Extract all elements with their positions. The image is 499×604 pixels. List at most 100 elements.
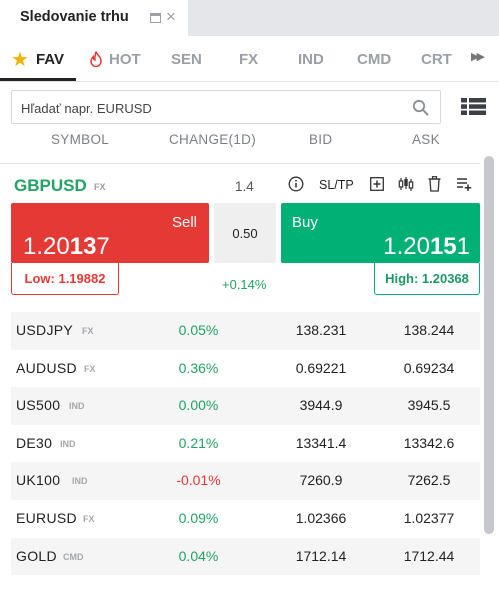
- row-symbol: GOLD: [16, 547, 57, 564]
- row-symbol: US500: [16, 397, 61, 414]
- sell-price: 1.20137: [23, 233, 110, 261]
- tab-cmd[interactable]: CMD: [357, 36, 391, 82]
- spread-box: 0.50: [214, 203, 276, 263]
- add-to-list-icon[interactable]: [456, 175, 472, 193]
- row-change: 0.21%: [178, 434, 219, 451]
- tab-fx[interactable]: FX: [239, 36, 258, 82]
- table-row[interactable]: EURUSD FX 0.09% 1.02366 1.02377: [11, 500, 480, 538]
- row-bid: 1712.14: [295, 547, 347, 564]
- high-price-label: High: 1.20368: [374, 263, 480, 295]
- row-type: FX: [82, 326, 94, 336]
- star-icon: ★: [11, 48, 29, 71]
- table-row[interactable]: AUDUSD FX 0.36% 0.69221 0.69234: [11, 350, 480, 388]
- tab-ind[interactable]: IND: [298, 36, 324, 82]
- window-tab-title: Sledovanie trhu: [20, 9, 129, 25]
- search-box: [11, 90, 441, 124]
- active-tab-indicator: [0, 78, 76, 81]
- row-symbol: EURUSD: [16, 509, 77, 526]
- row-symbol: USDJPY: [16, 322, 74, 338]
- tab-crt-label: CRT: [421, 50, 452, 68]
- fire-icon: [90, 51, 102, 67]
- chevron-right-icon[interactable]: ▶▶: [471, 51, 485, 63]
- row-type: IND: [72, 476, 88, 487]
- row-bid: 138.231: [295, 322, 347, 338]
- sltp-button[interactable]: SL/TP: [319, 178, 354, 192]
- sell-price-big: 13: [69, 233, 97, 260]
- scrollbar-thumb[interactable]: [484, 156, 494, 534]
- row-type: FX: [83, 513, 95, 524]
- tab-sen[interactable]: SEN: [171, 36, 202, 82]
- row-symbol: AUDUSD: [16, 359, 77, 376]
- list-view-icon[interactable]: [461, 98, 486, 115]
- table-row[interactable]: US500 IND 0.00% 3944.9 3945.5: [11, 387, 480, 425]
- tab-ind-label: IND: [298, 50, 324, 68]
- table-row[interactable]: USDJPY FX 0.05% 138.231 138.244: [11, 312, 480, 350]
- buy-price: 1.20151: [383, 233, 470, 261]
- row-bid: 13341.4: [295, 434, 347, 451]
- restore-icon[interactable]: [150, 13, 161, 23]
- selected-instrument-card: GBPUSD FX 1.4 SL/TP Sell 1.20137 0.50 Bu…: [0, 163, 480, 305]
- tab-cmd-label: CMD: [357, 50, 392, 68]
- row-ask: 3945.5: [407, 397, 451, 414]
- instrument-list: USDJPY FX 0.05% 138.231 138.244 AUDUSD F…: [11, 312, 480, 576]
- row-change: 0.04%: [178, 547, 219, 564]
- add-order-icon[interactable]: [370, 175, 384, 193]
- close-icon[interactable]: ×: [166, 7, 176, 26]
- buy-label: Buy: [292, 214, 318, 231]
- selected-symbol[interactable]: GBPUSD: [14, 176, 87, 195]
- trash-icon[interactable]: [428, 175, 441, 193]
- tab-fav[interactable]: ★ FAV: [11, 36, 64, 82]
- sell-price-post: 7: [96, 233, 110, 260]
- table-row[interactable]: GOLD CMD 0.04% 1712.14 1712.44: [11, 537, 480, 576]
- row-ask: 7262.5: [407, 472, 451, 489]
- sell-label: Sell: [171, 214, 197, 231]
- selected-spread: 1.4: [235, 179, 254, 194]
- window-tab[interactable]: Sledovanie trhu ×: [0, 0, 188, 36]
- row-ask: 13342.6: [403, 434, 455, 451]
- row-change: 0.09%: [178, 509, 219, 526]
- tab-fav-label: FAV: [35, 50, 64, 68]
- tab-crt[interactable]: CRT: [421, 36, 452, 82]
- selected-symbol-type: FX: [94, 182, 106, 192]
- category-tabs: ★ FAV HOT SEN FX IND CMD CRT: [0, 36, 499, 82]
- buy-price-pre: 1.20: [383, 233, 430, 260]
- table-row[interactable]: DE30 IND 0.21% 13341.4 13342.6: [11, 425, 480, 463]
- row-bid: 1.02366: [295, 509, 347, 526]
- column-header-symbol[interactable]: SYMBOL: [51, 132, 110, 147]
- info-icon[interactable]: [288, 175, 304, 193]
- row-ask: 138.244: [403, 322, 455, 338]
- row-change: 0.36%: [178, 359, 219, 376]
- row-type: FX: [84, 363, 96, 374]
- row-type: CMD: [63, 551, 84, 562]
- row-symbol: DE30: [16, 434, 53, 451]
- tab-hot[interactable]: HOT: [90, 36, 141, 82]
- window-tab-strip: Sledovanie trhu ×: [0, 0, 499, 36]
- tab-hot-label: HOT: [109, 50, 141, 68]
- row-type: IND: [69, 401, 85, 412]
- row-ask: 1712.44: [403, 547, 455, 564]
- tab-sen-label: SEN: [171, 50, 202, 68]
- buy-price-big: 15: [429, 233, 457, 260]
- row-type: IND: [60, 438, 76, 449]
- row-symbol: UK100: [16, 472, 61, 489]
- row-change: 0.05%: [178, 322, 219, 338]
- row-ask: 1.02377: [403, 509, 455, 526]
- tab-fx-label: FX: [239, 50, 259, 68]
- low-price-label: Low: 1.19882: [11, 263, 119, 295]
- selected-change: +0.14%: [222, 277, 267, 292]
- sell-button[interactable]: Sell 1.20137: [11, 203, 209, 263]
- search-icon[interactable]: [412, 99, 429, 116]
- sell-price-pre: 1.20: [23, 233, 70, 260]
- buy-button[interactable]: Buy 1.20151: [281, 203, 480, 263]
- row-bid: 3944.9: [299, 397, 343, 414]
- row-ask: 0.69234: [403, 359, 455, 376]
- table-row[interactable]: UK100 IND -0.01% 7260.9 7262.5: [11, 462, 480, 500]
- buy-price-post: 1: [456, 233, 470, 260]
- column-header-bid[interactable]: BID: [309, 132, 333, 147]
- search-input[interactable]: [21, 98, 401, 118]
- column-header-change[interactable]: CHANGE(1D): [169, 132, 257, 147]
- column-header-ask[interactable]: ASK: [412, 132, 440, 147]
- candlestick-chart-icon[interactable]: [398, 175, 414, 193]
- row-bid: 0.69221: [295, 359, 347, 376]
- row-change: -0.01%: [176, 472, 221, 489]
